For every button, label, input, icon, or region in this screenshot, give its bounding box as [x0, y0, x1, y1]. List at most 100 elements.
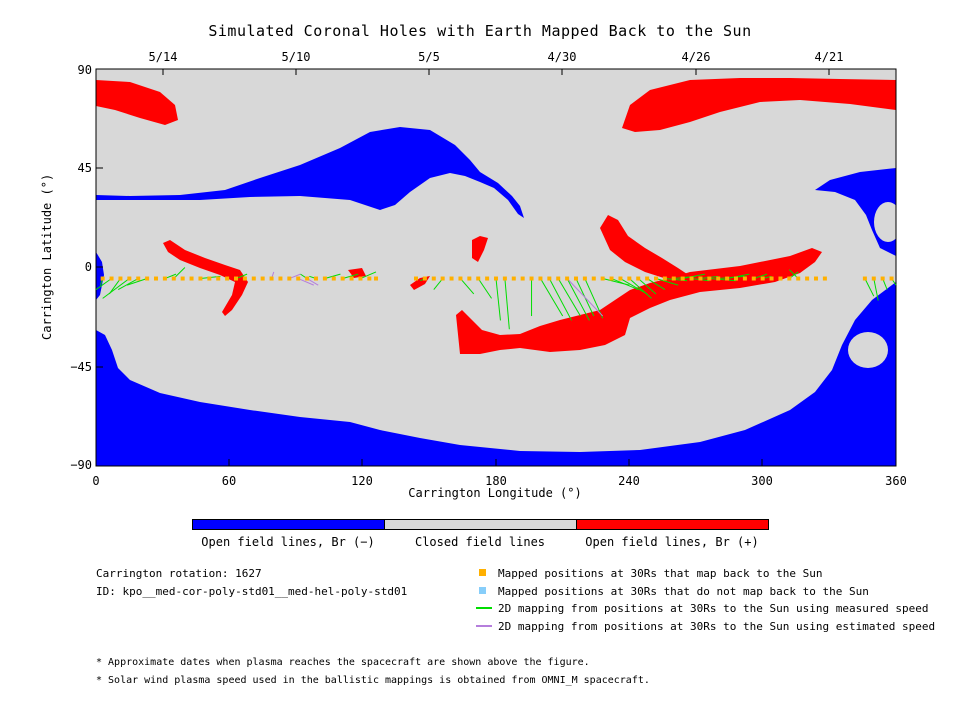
mapped-position-point — [778, 276, 783, 281]
mapped-position-point — [520, 276, 525, 281]
mapped-position-point — [880, 276, 885, 281]
mapped-position-point — [582, 276, 587, 281]
mapped-position-point — [725, 276, 730, 281]
mapped-position-point — [162, 276, 167, 281]
measured-speed-mapping-line — [584, 278, 604, 319]
x-tick-label: 0 — [92, 474, 100, 488]
mapped-position-point — [225, 276, 230, 281]
mapped-position-point — [680, 276, 685, 281]
mapped-position-point — [485, 276, 490, 281]
legend-line-measured — [476, 607, 492, 609]
mapped-position-point — [494, 276, 498, 281]
model-id: ID: kpo__med-cor-poly-std01__med-hel-pol… — [96, 585, 408, 598]
mapped-position-point — [367, 276, 372, 281]
measured-speed-mapping-line — [637, 278, 657, 295]
mapped-position-point — [234, 276, 238, 281]
mapped-position-point — [529, 276, 534, 281]
measured-speed-mapping-line — [540, 278, 564, 317]
mapped-position-point — [769, 276, 774, 281]
mapped-position-point — [547, 276, 552, 281]
mapped-position-point — [374, 276, 378, 281]
measured-speed-mapping-line — [477, 278, 492, 299]
mapped-position-point — [636, 276, 641, 281]
mapped-position-point — [689, 276, 694, 281]
coronal-hole-negative — [96, 282, 896, 466]
measured-speed-mapping-line — [655, 278, 679, 286]
mapped-position-point — [805, 276, 810, 281]
mapped-position-point — [207, 276, 212, 281]
measured-speed-mapping-line — [753, 273, 768, 280]
legend-symbol-mapped — [479, 569, 486, 576]
carrington-rotation: Carrington rotation: 1627 — [96, 567, 262, 580]
mapped-position-point — [322, 276, 327, 281]
legend-label: 2D mapping from positions at 30Rs to the… — [498, 620, 936, 633]
measured-speed-mapping-line — [566, 278, 590, 321]
coronal-hole-positive — [456, 248, 822, 354]
mapped-position-point — [154, 276, 158, 281]
mapped-position-point — [787, 276, 792, 281]
mapped-position-point — [314, 276, 318, 281]
date-tick-label: 5/5 — [418, 50, 440, 64]
coronal-hole-positive — [600, 215, 690, 280]
mapped-position-point — [609, 276, 614, 281]
mapped-position-point — [296, 276, 301, 281]
closed-field-island — [292, 351, 322, 373]
mapped-position-point — [814, 276, 818, 281]
mapped-position-point — [278, 276, 283, 281]
mapped-position-point — [109, 276, 114, 281]
colorbar-label: Closed field lines — [414, 535, 546, 549]
mapped-position-point — [260, 276, 265, 281]
x-tick-label: 300 — [751, 474, 773, 488]
x-tick-label: 180 — [485, 474, 507, 488]
mapped-position-point — [565, 276, 570, 281]
measured-speed-mapping-line — [682, 273, 705, 280]
mapped-position-point — [467, 276, 472, 281]
legend-line-estimated — [476, 625, 492, 627]
colorbar-label: Open field lines, Br (−) — [201, 535, 375, 549]
legend-label: Mapped positions at 30Rs that do not map… — [498, 585, 869, 598]
mapped-position-point — [502, 276, 507, 281]
footnote: * Approximate dates when plasma reaches … — [96, 657, 590, 668]
coronal-hole-positive — [622, 78, 896, 132]
legend-label: Mapped positions at 30Rs that map back t… — [498, 567, 823, 580]
y-tick-label: 45 — [77, 161, 92, 175]
measured-speed-mapping-line — [611, 278, 639, 291]
footnote: * Solar wind plasma speed used in the ba… — [96, 675, 650, 686]
estimated-speed-mapping-line — [566, 278, 604, 317]
mapped-position-point — [511, 276, 516, 281]
colorbar-label: Open field lines, Br (+) — [585, 535, 759, 549]
mapped-position-point — [414, 276, 418, 281]
date-tick-label: 5/10 — [281, 50, 311, 64]
coronal-hole-negative — [815, 168, 896, 256]
mapped-position-point — [591, 276, 596, 281]
mapped-position-point — [340, 276, 345, 281]
mapped-position-point — [716, 276, 721, 281]
mapped-position-point — [751, 276, 756, 281]
mapped-position-point — [574, 276, 578, 281]
measured-speed-mapping-line — [504, 278, 510, 330]
mapped-position-point — [458, 276, 463, 281]
legend-symbol-unmapped — [479, 587, 486, 594]
mapped-position-point — [189, 276, 194, 281]
mapped-position-point — [242, 276, 247, 281]
mapped-position-point — [180, 276, 185, 281]
measured-speed-mapping-line — [646, 278, 666, 290]
measured-speed-mapping-line — [460, 278, 475, 295]
chart-title: Simulated Coronal Holes with Earth Mappe… — [208, 22, 752, 40]
measured-speed-mapping-line — [620, 278, 648, 295]
measured-speed-mapping-line — [324, 273, 341, 280]
mapped-position-point — [422, 276, 427, 281]
estimated-speed-mapping-line — [298, 278, 314, 286]
measured-speed-mapping-line — [557, 278, 581, 317]
mapped-position-point — [269, 276, 274, 281]
mapped-position-point — [707, 276, 712, 281]
measured-speed-mapping-line — [629, 278, 652, 299]
mapped-position-point — [349, 276, 354, 281]
measured-speed-mapping-line — [864, 278, 875, 297]
mapped-position-point — [287, 276, 292, 281]
mapped-position-point — [862, 276, 867, 281]
mapped-position-point — [440, 276, 445, 281]
y-tick-label: −45 — [70, 360, 92, 374]
mapped-position-point — [171, 276, 176, 281]
